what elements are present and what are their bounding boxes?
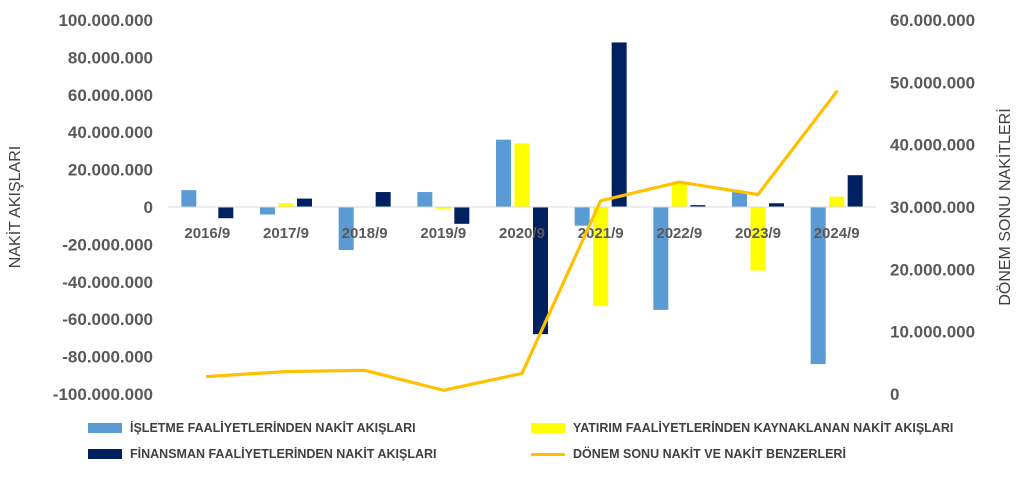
bar	[690, 205, 706, 207]
y2-tick-label: 20.000.000	[890, 260, 975, 279]
y2-axis-title: DÖNEM SONU NAKİTLERİ	[995, 108, 1014, 305]
line-series-path	[205, 90, 839, 392]
bar	[810, 207, 826, 365]
y2-tick-label: 40.000.000	[890, 136, 975, 155]
bar	[278, 203, 294, 207]
y-axis-ticks: -100.000.000 -80.000.000 -60.000.000 -40.00…	[53, 11, 153, 404]
y-tick-label: 80.000.000	[68, 48, 153, 67]
y2-axis-ticks: 0 10.000.000 20.000.000 30.000.000 40.000.00…	[890, 11, 975, 404]
y-tick-label: 20.000.000	[68, 161, 153, 180]
y-tick-label: 40.000.000	[68, 123, 153, 142]
bar	[375, 192, 391, 207]
bar	[671, 182, 687, 207]
bar	[829, 196, 845, 207]
bar	[574, 207, 590, 226]
bar	[847, 175, 863, 207]
y-tick-label: -80.000.000	[62, 348, 153, 367]
category-labels: 2016/9 2017/9 2018/9 2019/9 2020/9 2021/9 2022…	[184, 225, 859, 242]
category-label: 2017/9	[263, 225, 309, 242]
y-tick-label: -40.000.000	[62, 273, 153, 292]
y2-tick-label: 10.000.000	[890, 323, 975, 342]
bar	[514, 143, 530, 207]
bar	[218, 207, 234, 219]
bar	[611, 42, 627, 207]
bar	[593, 207, 609, 307]
bar-series	[181, 42, 863, 365]
y-tick-label: -20.000.000	[62, 235, 153, 254]
bar	[732, 192, 747, 207]
y-tick-label: -60.000.000	[62, 310, 153, 329]
line-series	[205, 90, 839, 392]
y2-tick-label: 0	[890, 385, 899, 404]
y-tick-label: 60.000.000	[68, 86, 153, 105]
category-label: 2016/9	[184, 225, 230, 242]
bar	[181, 190, 197, 207]
bar	[496, 139, 511, 207]
bar	[653, 207, 669, 310]
category-label: 2018/9	[342, 225, 388, 242]
y-axis-title: NAKİT AKIŞLARI	[5, 146, 24, 268]
y-tick-label: 100.000.000	[58, 11, 153, 30]
y2-tick-label: 30.000.000	[890, 198, 975, 217]
y-tick-label: -100.000.000	[53, 385, 153, 404]
bar	[338, 207, 354, 251]
category-label: 2024/9	[814, 225, 860, 242]
category-label: 2022/9	[656, 225, 702, 242]
category-label: 2023/9	[735, 225, 781, 242]
bar	[260, 207, 275, 215]
y2-tick-label: 60.000.000	[890, 11, 975, 30]
category-label: 2019/9	[420, 225, 466, 242]
bar	[769, 203, 784, 207]
bar	[297, 198, 312, 207]
bar	[435, 207, 451, 209]
y2-tick-label: 50.000.000	[890, 73, 975, 92]
bar	[533, 207, 548, 335]
y-tick-label: 0	[144, 198, 153, 217]
bar	[417, 192, 433, 207]
category-label: 2020/9	[499, 225, 545, 242]
bar	[750, 207, 766, 271]
bar	[454, 207, 470, 224]
